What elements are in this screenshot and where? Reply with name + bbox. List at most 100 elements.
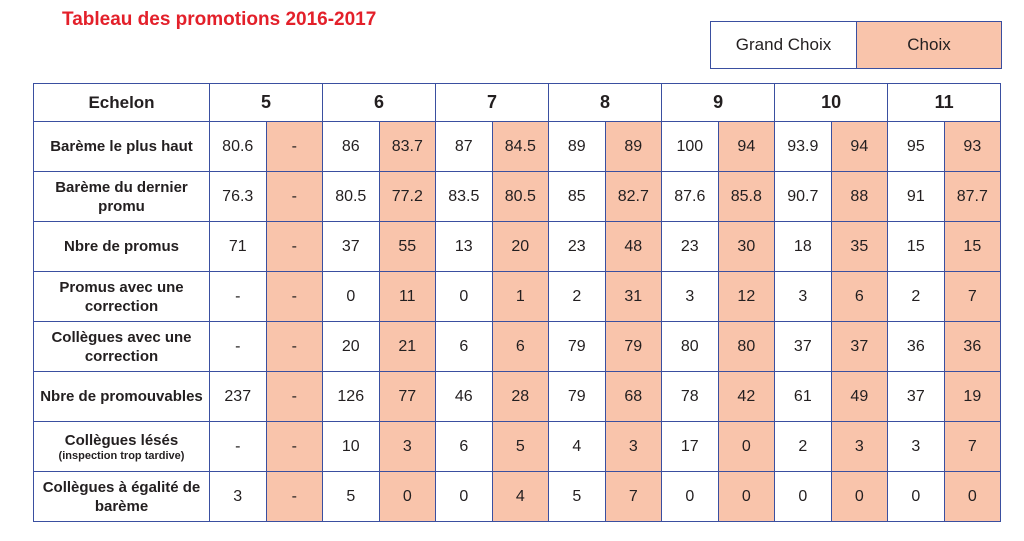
header-echelon-8: 8: [548, 83, 663, 122]
cell-choix: 85.8: [717, 171, 776, 222]
header-echelon-10: 10: [774, 83, 889, 122]
cell-grand-choix: 93.9: [774, 121, 832, 172]
cell-choix: 28: [491, 371, 550, 422]
cell-grand-choix: 91: [887, 171, 945, 222]
cell-choix: 48: [604, 221, 663, 272]
cell-choix: 55: [378, 221, 437, 272]
row-label-text: Barème du dernier promu: [55, 178, 188, 215]
header-echelon-6: 6: [322, 83, 437, 122]
header-echelon-7: 7: [435, 83, 550, 122]
cell-choix: 20: [491, 221, 550, 272]
row-label-text: Nbre de promouvables: [40, 388, 203, 405]
cell-grand-choix: 79: [548, 321, 606, 372]
cell-choix: 19: [943, 371, 1002, 422]
cell-choix: 82.7: [604, 171, 663, 222]
table-row: Barème du dernier promu 76.3-80.5 77.2 83.5…: [33, 171, 1002, 222]
cell-choix: -: [265, 471, 324, 522]
cell-grand-choix: 79: [548, 371, 606, 422]
cell-choix: 3: [604, 421, 663, 472]
cell-grand-choix: 80.5: [322, 171, 380, 222]
row-label-text: Collègues lésés: [64, 431, 179, 449]
row-label-text: Barème le plus haut: [50, 138, 193, 155]
cell-choix: 11: [378, 271, 437, 322]
cell-choix: 87.7: [943, 171, 1002, 222]
header-echelon-11: 11: [887, 83, 1002, 122]
cell-choix: -: [265, 171, 324, 222]
cell-choix: 1: [491, 271, 550, 322]
cell-choix: 93: [943, 121, 1002, 172]
cell-grand-choix: 71: [209, 221, 267, 272]
cell-choix: 77.2: [378, 171, 437, 222]
row-label: Collègues lésés (inspection trop tardive): [33, 421, 210, 472]
cell-grand-choix: 80: [661, 321, 719, 372]
row-label: Barème du dernier promu: [33, 171, 210, 222]
cell-choix: -: [265, 271, 324, 322]
cell-grand-choix: 17: [661, 421, 719, 472]
cell-choix: 15: [943, 221, 1002, 272]
header-echelon: Echelon: [33, 83, 210, 122]
cell-grand-choix: 37: [774, 321, 832, 372]
row-label-subtext: (inspection trop tardive): [58, 449, 185, 462]
cell-grand-choix: 6: [435, 321, 493, 372]
cell-grand-choix: 0: [661, 471, 719, 522]
cell-choix: -: [265, 121, 324, 172]
legend-choix: Choix: [856, 22, 1001, 68]
cell-choix: 3: [830, 421, 889, 472]
row-label-text: Nbre de promus: [63, 238, 180, 255]
cell-grand-choix: 87.6: [661, 171, 719, 222]
cell-grand-choix: 126: [322, 371, 380, 422]
cell-grand-choix: 2: [548, 271, 606, 322]
cell-grand-choix: 80.6: [209, 121, 267, 172]
cell-grand-choix: 61: [774, 371, 832, 422]
cell-choix: -: [265, 321, 324, 372]
cell-choix: 0: [717, 471, 776, 522]
table-row: Collègues à égalité de barème 3-5 0 0 4 5 7 0 0 0…: [33, 471, 1002, 522]
cell-choix: -: [265, 421, 324, 472]
row-label-text: Collègues à égalité de barème: [42, 478, 201, 515]
cell-grand-choix: 0: [322, 271, 380, 322]
cell-choix: 94: [717, 121, 776, 172]
cell-grand-choix: 0: [435, 271, 493, 322]
legend-grand-choix: Grand Choix: [711, 22, 856, 68]
cell-choix: 68: [604, 371, 663, 422]
table-row: Collègues lésés (inspection trop tardive)…: [33, 421, 1002, 472]
cell-grand-choix: 0: [887, 471, 945, 522]
cell-choix: 37: [830, 321, 889, 372]
cell-choix: 0: [717, 421, 776, 472]
cell-grand-choix: 95: [887, 121, 945, 172]
cell-grand-choix: -: [209, 321, 267, 372]
cell-grand-choix: 3: [774, 271, 832, 322]
cell-choix: 0: [378, 471, 437, 522]
cell-grand-choix: 89: [548, 121, 606, 172]
cell-grand-choix: 3: [887, 421, 945, 472]
cell-grand-choix: 3: [661, 271, 719, 322]
cell-grand-choix: 0: [774, 471, 832, 522]
cell-grand-choix: 3: [209, 471, 267, 522]
cell-choix: 6: [830, 271, 889, 322]
row-label-text: Collègues avec une correction: [51, 328, 192, 365]
cell-grand-choix: 0: [435, 471, 493, 522]
page-title: Tableau des promotions 2016-2017: [62, 9, 377, 30]
legend: Grand Choix Choix: [710, 21, 1002, 69]
cell-choix: 80.5: [491, 171, 550, 222]
cell-grand-choix: 15: [887, 221, 945, 272]
cell-choix: 36: [943, 321, 1002, 372]
cell-grand-choix: 78: [661, 371, 719, 422]
cell-grand-choix: 85: [548, 171, 606, 222]
cell-choix: 12: [717, 271, 776, 322]
cell-grand-choix: 86: [322, 121, 380, 172]
cell-grand-choix: 2: [887, 271, 945, 322]
cell-choix: 77: [378, 371, 437, 422]
header-echelon-5: 5: [208, 83, 324, 122]
row-label: Barème le plus haut: [33, 121, 210, 172]
cell-choix: 7: [943, 421, 1002, 472]
cell-choix: 0: [943, 471, 1002, 522]
cell-grand-choix: 10: [322, 421, 380, 472]
cell-choix: 7: [604, 471, 663, 522]
cell-grand-choix: 46: [435, 371, 493, 422]
table-row: Collègues avec une correction - -20 21 6 6 79 7…: [33, 321, 1002, 372]
cell-grand-choix: 23: [548, 221, 606, 272]
cell-grand-choix: 18: [774, 221, 832, 272]
cell-grand-choix: 87: [435, 121, 493, 172]
row-label-text: Promus avec une correction: [59, 278, 184, 315]
